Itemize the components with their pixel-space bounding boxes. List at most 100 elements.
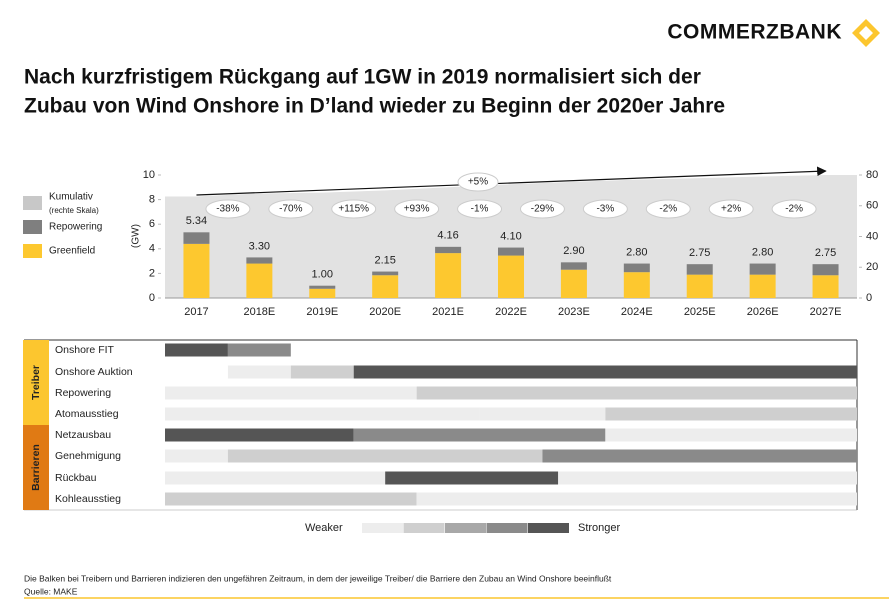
change-oval xyxy=(708,199,754,219)
y2-tick-label: 20 xyxy=(866,261,878,273)
change-label: -1% xyxy=(471,204,489,215)
row-label: Repowering xyxy=(55,387,111,399)
row-label: Onshore Auktion xyxy=(55,366,133,378)
driver-segment xyxy=(290,365,354,379)
change-oval xyxy=(205,199,251,219)
change-label: -38% xyxy=(216,204,239,215)
x-tick-label: 2020E xyxy=(369,306,401,318)
change-oval xyxy=(582,199,628,219)
x-tick-label: 2021E xyxy=(432,306,464,318)
change-oval xyxy=(394,199,440,219)
driver-segment xyxy=(165,449,228,463)
y-tick-label: 8 xyxy=(149,194,155,206)
change-label: -29% xyxy=(531,204,554,215)
driver-segment xyxy=(353,365,857,379)
bar-segment xyxy=(246,263,273,298)
bar-segment xyxy=(183,243,210,298)
shade-swatch xyxy=(362,523,403,533)
driver-segment xyxy=(165,471,386,485)
x-tick-label: 2024E xyxy=(621,306,653,318)
row-label: Kohleausstieg xyxy=(55,493,121,505)
change-label: -2% xyxy=(785,204,803,215)
shade-swatch xyxy=(403,523,445,533)
shade-swatch xyxy=(445,523,486,533)
total-label: 2.80 xyxy=(626,246,647,258)
driver-segment xyxy=(605,407,857,421)
legend-weaker: Weaker xyxy=(305,522,343,534)
row-label: Onshore FIT xyxy=(55,344,115,356)
change-oval xyxy=(331,199,377,219)
legend-label: Kumulativ xyxy=(49,192,93,203)
driver-segment xyxy=(227,343,291,357)
row-label: Rückbau xyxy=(55,472,97,484)
change-oval xyxy=(771,199,817,219)
group-label: Barrieren xyxy=(30,444,42,491)
x-tick-label: 2026E xyxy=(747,306,779,318)
bar-segment xyxy=(686,264,713,275)
y-tick-label: 2 xyxy=(149,267,155,279)
bar-segment xyxy=(183,232,210,244)
change-label: +93% xyxy=(404,204,430,215)
bar-segment xyxy=(372,271,399,276)
change-oval xyxy=(268,199,314,219)
change-label: +2% xyxy=(721,204,741,215)
driver-segment xyxy=(385,471,559,485)
legend-swatch xyxy=(23,244,42,258)
trend-arrow xyxy=(196,166,827,196)
bar-segment xyxy=(309,288,336,298)
total-label: 4.16 xyxy=(437,230,458,242)
x-tick-label: 2017 xyxy=(184,306,208,318)
title: Zubau von Wind Onshore in D’land wieder … xyxy=(24,95,725,118)
total-label: 1.00 xyxy=(312,269,333,281)
driver-segment xyxy=(605,428,857,442)
row-label: Genehmigung xyxy=(55,450,121,462)
y2-tick-label: 40 xyxy=(866,230,878,242)
bar-segment xyxy=(309,285,336,289)
change-oval xyxy=(645,199,691,219)
change-label: -70% xyxy=(279,204,302,215)
bar-segment xyxy=(812,275,839,298)
bar-segment xyxy=(560,269,587,298)
bar-segment xyxy=(686,274,713,298)
group-box xyxy=(23,425,49,510)
y-axis-label: (GW) xyxy=(131,224,142,248)
x-tick-label: 2023E xyxy=(558,306,590,318)
bar-segment xyxy=(623,263,650,273)
total-label: 2.75 xyxy=(689,247,710,259)
y2-tick-label: 80 xyxy=(866,169,878,181)
driver-segment xyxy=(558,471,857,485)
driver-segment xyxy=(416,386,857,400)
y-tick-label: 10 xyxy=(143,169,155,181)
change-oval xyxy=(457,199,503,219)
bar-segment xyxy=(749,263,776,275)
bar-segment xyxy=(812,264,839,276)
bar-segment xyxy=(246,257,273,264)
y2-tick-label: 0 xyxy=(866,292,872,304)
driver-segment xyxy=(227,365,291,379)
bar-segment xyxy=(435,253,462,298)
x-tick-label: 2018E xyxy=(243,306,275,318)
total-label: 5.34 xyxy=(186,215,207,227)
total-label: 3.30 xyxy=(249,240,270,252)
driver-segment xyxy=(353,428,606,442)
legend-swatch xyxy=(23,196,42,210)
trend-oval xyxy=(457,172,499,192)
driver-segment xyxy=(165,428,354,442)
x-tick-label: 2025E xyxy=(684,306,716,318)
legend-label: Repowering xyxy=(49,222,102,233)
logo-mark xyxy=(852,19,880,47)
footnote: Die Balken bei Treibern und Barrieren in… xyxy=(24,573,612,583)
x-tick-label: 2022E xyxy=(495,306,527,318)
driver-segment xyxy=(165,386,417,400)
change-label: -3% xyxy=(596,204,614,215)
total-label: 4.10 xyxy=(500,230,521,242)
legend-stronger: Stronger xyxy=(578,522,621,534)
y-tick-label: 4 xyxy=(149,243,155,255)
change-label: +115% xyxy=(338,204,369,215)
driver-segment xyxy=(542,449,857,463)
driver-segment xyxy=(165,343,228,357)
bar-segment xyxy=(749,274,776,298)
bar-segment xyxy=(435,246,462,254)
bar-segment xyxy=(498,255,524,298)
